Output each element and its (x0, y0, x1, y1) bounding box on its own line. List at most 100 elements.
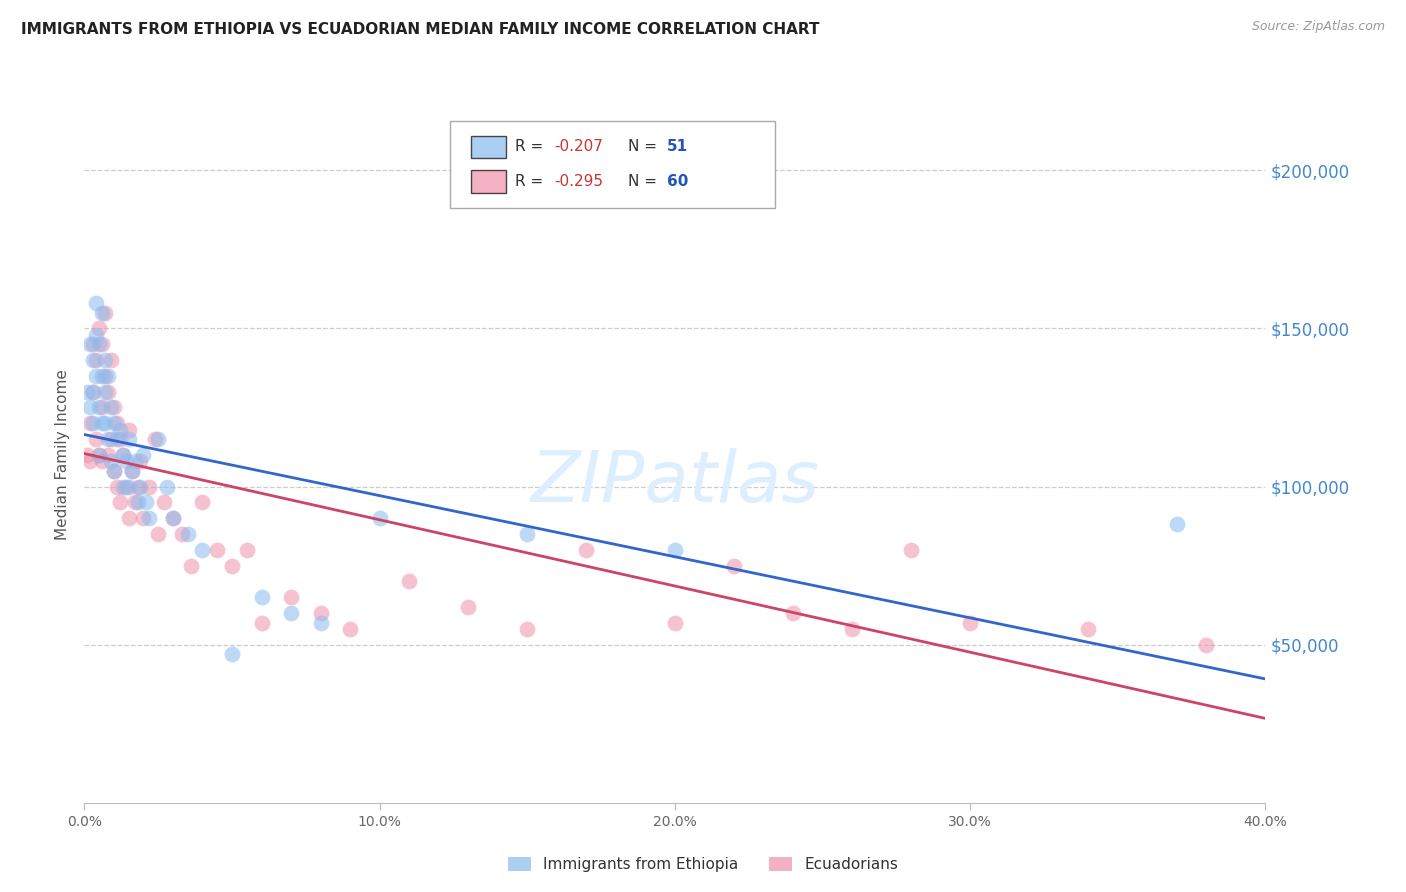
Point (76, 448, 98, 462)
Point (94, 417, 117, 431)
Point (129, 454, 152, 468)
Point (138, 479, 160, 493)
Point (84, 296, 107, 310)
Point (516, 527, 538, 541)
Point (309, 606, 332, 620)
Point (111, 479, 134, 493)
Point (339, 622, 361, 636)
Point (118, 432, 141, 446)
Point (664, 615, 686, 630)
Point (664, 542, 686, 557)
Point (162, 511, 184, 525)
FancyBboxPatch shape (471, 136, 506, 158)
Point (309, 615, 332, 630)
Y-axis label: Median Family Income: Median Family Income (55, 369, 70, 541)
Point (94, 305, 117, 319)
Point (138, 511, 160, 525)
Point (250, 591, 273, 605)
Point (1077, 622, 1099, 636)
Text: 51: 51 (666, 139, 688, 154)
Point (97, 432, 120, 446)
Point (87, 337, 111, 351)
Point (91, 417, 114, 431)
Point (100, 401, 122, 415)
Point (94, 384, 117, 399)
Point (79, 454, 101, 468)
Point (148, 432, 170, 446)
Point (118, 511, 141, 525)
Point (91, 368, 114, 383)
Point (135, 495, 157, 509)
Point (118, 423, 141, 437)
Point (153, 495, 176, 509)
Point (191, 495, 214, 509)
Point (105, 417, 128, 431)
Point (156, 479, 179, 493)
Point (250, 615, 273, 630)
Text: N =: N = (627, 139, 661, 154)
Point (118, 479, 141, 493)
Point (114, 454, 136, 468)
Point (82, 353, 104, 368)
Point (236, 542, 259, 557)
Point (124, 454, 146, 468)
Point (280, 606, 302, 620)
Point (108, 432, 131, 446)
Point (841, 622, 863, 636)
Point (82, 337, 104, 351)
FancyBboxPatch shape (450, 121, 775, 208)
Point (111, 448, 134, 462)
Point (76, 384, 98, 399)
Point (91, 401, 114, 415)
Point (121, 464, 143, 478)
Point (280, 591, 302, 605)
Point (79, 417, 101, 431)
Point (221, 647, 243, 661)
Point (368, 511, 391, 525)
Point (398, 574, 420, 589)
Point (723, 558, 745, 573)
Point (132, 448, 155, 462)
Point (127, 495, 149, 509)
Point (97, 448, 120, 462)
Point (127, 479, 149, 493)
Point (177, 527, 200, 541)
Point (97, 384, 120, 399)
Point (180, 558, 202, 573)
Point (191, 542, 214, 557)
Point (87, 448, 111, 462)
Point (105, 432, 128, 446)
Point (782, 606, 804, 620)
Point (100, 353, 122, 368)
Text: R =: R = (516, 139, 548, 154)
Point (100, 454, 122, 468)
Point (170, 527, 193, 541)
Point (121, 464, 143, 478)
Point (162, 511, 184, 525)
Point (114, 479, 136, 493)
Text: IMMIGRANTS FROM ETHIOPIA VS ECUADORIAN MEDIAN FAMILY INCOME CORRELATION CHART: IMMIGRANTS FROM ETHIOPIA VS ECUADORIAN M… (21, 22, 820, 37)
Point (94, 353, 117, 368)
FancyBboxPatch shape (471, 170, 506, 193)
Text: Source: ZipAtlas.com: Source: ZipAtlas.com (1251, 20, 1385, 33)
Point (84, 368, 107, 383)
Point (575, 542, 598, 557)
Point (132, 511, 155, 525)
Text: N =: N = (627, 174, 661, 189)
Point (103, 464, 125, 478)
Text: R =: R = (516, 174, 548, 189)
Point (1166, 517, 1188, 532)
Point (457, 599, 479, 614)
Point (143, 432, 166, 446)
Point (87, 448, 111, 462)
Point (82, 384, 104, 399)
Point (516, 622, 538, 636)
Point (103, 417, 125, 431)
Point (87, 401, 111, 415)
Point (79, 401, 101, 415)
Point (105, 479, 128, 493)
Text: 60: 60 (666, 174, 688, 189)
Point (87, 321, 111, 335)
Point (111, 448, 134, 462)
Point (84, 353, 107, 368)
